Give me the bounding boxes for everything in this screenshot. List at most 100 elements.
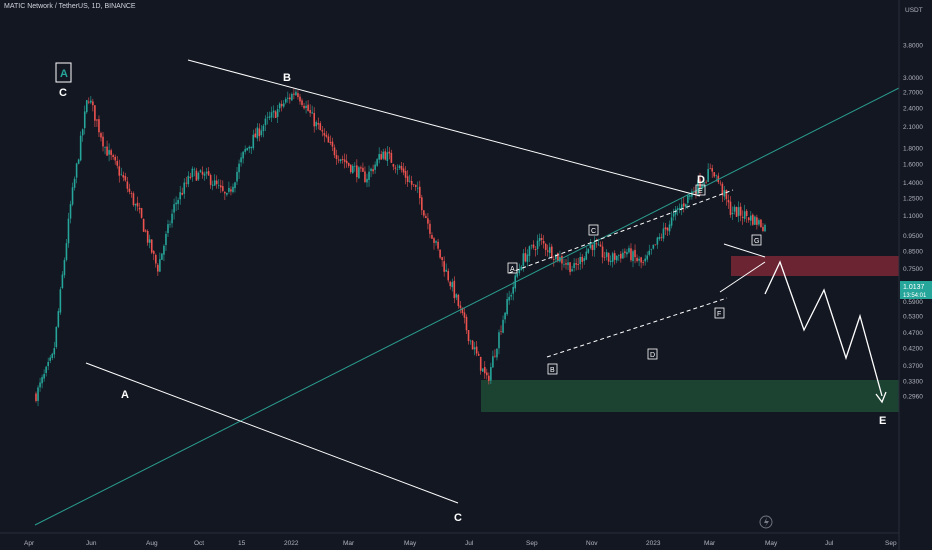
candle-body	[347, 162, 350, 166]
candle-body	[104, 147, 106, 148]
candle-body	[435, 241, 437, 243]
candle-body	[35, 393, 37, 402]
candle-body	[228, 187, 230, 192]
candle-body	[73, 178, 76, 188]
time-tick-11: 2023	[646, 540, 661, 547]
candle-body	[516, 273, 519, 277]
candle-body	[134, 203, 137, 206]
candle-body	[356, 165, 358, 178]
candle-body	[142, 218, 145, 232]
candle-body	[502, 319, 504, 333]
candle-body	[187, 175, 190, 185]
candle-body	[630, 248, 632, 261]
candle-body	[542, 240, 545, 244]
candle-body	[494, 355, 496, 357]
candle-body	[315, 122, 318, 127]
candle-body	[185, 182, 188, 184]
price-tick-17: 0.4200	[903, 346, 923, 353]
time-tick-10: Nov	[586, 540, 598, 547]
candle-body	[96, 119, 98, 121]
candle-body	[215, 180, 218, 185]
candle-body	[268, 116, 271, 118]
candle-body	[282, 103, 285, 107]
candle-body	[412, 184, 415, 185]
candle-body	[177, 200, 179, 204]
candle-body	[599, 244, 602, 247]
price-tick-8: 1.2500	[903, 196, 923, 203]
candle-body	[534, 249, 537, 250]
candle-body	[520, 266, 523, 271]
teal-trendline	[34, 87, 900, 526]
candle-body	[528, 246, 531, 256]
price-axis-ticks[interactable]: 3.8000 3.0000 2.7000 2.4000 2.1000 1.8000 1.60…	[903, 43, 923, 401]
candle-body	[475, 346, 478, 354]
candle-body	[666, 227, 669, 231]
candle-body	[71, 187, 74, 205]
candle-body	[195, 170, 198, 181]
candle-body	[291, 93, 293, 101]
candle-body	[167, 224, 169, 233]
candle-body	[548, 247, 551, 253]
triangle-top-line	[723, 243, 766, 258]
price-tick-6: 1.6000	[903, 162, 923, 169]
candle-body	[733, 206, 736, 212]
candle-body	[605, 252, 608, 257]
candle-body	[270, 112, 273, 118]
dashed-lower-line	[546, 297, 728, 358]
candle-body	[43, 373, 45, 379]
candle-body	[524, 253, 527, 262]
candle-body	[563, 264, 565, 266]
time-tick-0: Apr	[24, 540, 35, 547]
boxed-label-frame	[55, 62, 72, 83]
candle-body	[670, 217, 673, 226]
candle-body	[555, 254, 557, 260]
price-tick-18: 0.3700	[903, 363, 923, 370]
candle-body	[362, 167, 364, 172]
candle-body	[222, 186, 224, 191]
candle-body	[376, 159, 378, 166]
candle-body	[293, 93, 295, 95]
wave-label-D: D	[697, 174, 705, 186]
candle-body	[664, 227, 667, 230]
candle-body	[128, 188, 131, 192]
candle-body	[646, 255, 649, 260]
projection-path	[764, 260, 883, 397]
candle-body	[486, 372, 488, 376]
candle-body	[447, 270, 450, 281]
price-tick-15: 0.5300	[903, 314, 923, 321]
candle-body	[573, 263, 575, 268]
candle-body	[339, 159, 342, 162]
time-tick-12: Mar	[704, 540, 716, 547]
candle-body	[124, 176, 127, 181]
candle-body	[705, 181, 707, 183]
candle-body	[518, 269, 521, 274]
lightning-icon[interactable]	[759, 515, 773, 529]
candle-body	[595, 243, 598, 245]
candle-body	[349, 164, 352, 173]
price-tick-20: 0.2960	[903, 394, 923, 401]
candle-body	[88, 101, 90, 103]
candle-body	[287, 97, 289, 99]
candle-body	[479, 356, 482, 371]
candle-body	[408, 180, 411, 182]
candle-body	[193, 169, 196, 171]
candle-body	[477, 353, 480, 356]
price-tick-2: 2.7000	[903, 90, 923, 97]
time-axis-ticks[interactable]: Apr Jun Aug Oct 15 2022 Mar May Jul Sep Nov 2023 Mar…	[24, 540, 897, 547]
candle-body	[530, 245, 533, 246]
price-tick-9: 1.1000	[903, 213, 923, 220]
sub-labels: A B C D E F G	[507, 184, 762, 375]
candle-body	[737, 207, 740, 216]
time-tick-2: Aug	[146, 540, 158, 547]
candle-body	[579, 257, 582, 265]
candle-body	[642, 262, 644, 263]
candle-body	[75, 163, 78, 178]
candle-body	[455, 294, 458, 298]
price-tick-14: 0.5900	[903, 299, 923, 306]
candle-body	[39, 382, 41, 388]
candle-body	[687, 195, 689, 203]
candle-body	[384, 151, 387, 160]
candle-body	[709, 168, 711, 170]
sub-label-B: B	[550, 367, 555, 374]
